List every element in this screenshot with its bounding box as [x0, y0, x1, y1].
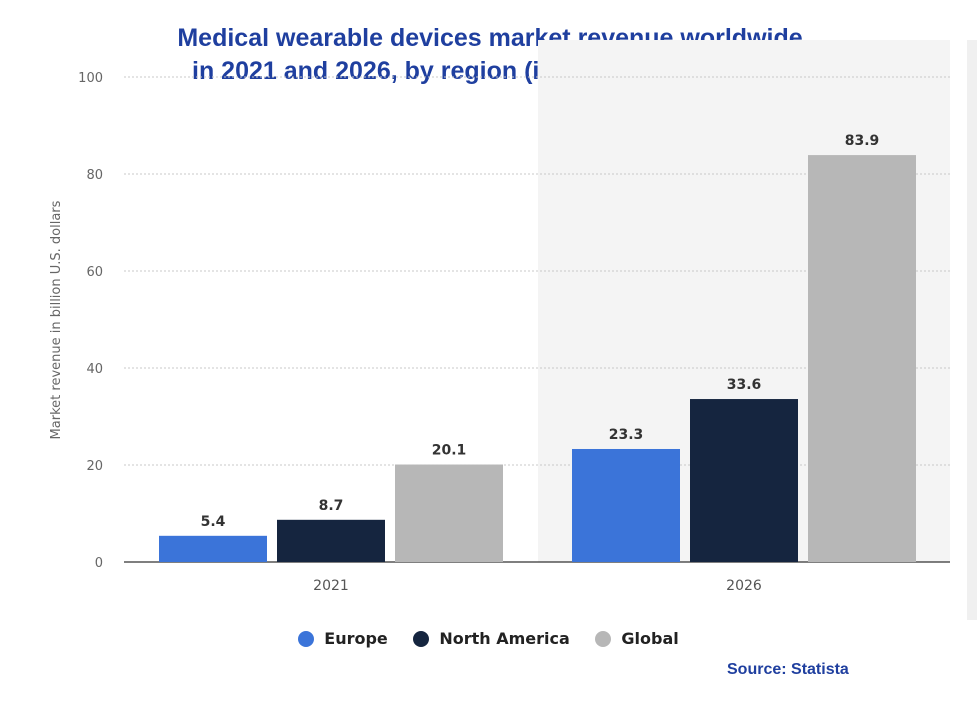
legend-item-europe[interactable]: Europe [298, 629, 388, 648]
bar [277, 519, 385, 562]
data-label: 20.1 [432, 443, 467, 459]
legend-item-global[interactable]: Global [595, 629, 679, 648]
y-tick-label: 20 [86, 459, 103, 474]
source-label[interactable]: Source: Statista [727, 661, 849, 678]
legend: Europe North America Global [0, 629, 977, 651]
x-tick-label: 2026 [726, 578, 762, 594]
data-label: 8.7 [319, 498, 344, 514]
legend-item-north-america[interactable]: North America [413, 629, 570, 648]
legend-swatch-global [595, 630, 612, 647]
data-label: 23.3 [609, 427, 644, 443]
bar [572, 448, 680, 562]
y-tick-label: 60 [86, 265, 103, 280]
bar [159, 535, 267, 562]
y-axis-label: Market revenue in billion U.S. dollars [49, 200, 64, 439]
legend-label-europe: Europe [324, 629, 388, 648]
data-label: 33.6 [727, 377, 762, 393]
x-tick-label: 2021 [313, 578, 349, 594]
y-tick-label: 100 [78, 71, 103, 86]
y-tick-label: 0 [95, 556, 103, 571]
bar [395, 464, 503, 562]
y-tick-label: 80 [86, 168, 103, 183]
bar [808, 155, 916, 562]
y-tick-label: 40 [86, 362, 103, 377]
right-edge-panel [967, 40, 977, 620]
data-label: 83.9 [845, 133, 880, 149]
bar [690, 399, 798, 562]
legend-swatch-north-america [413, 630, 430, 647]
legend-label-north-america: North America [439, 629, 570, 648]
data-label: 5.4 [201, 514, 226, 530]
legend-swatch-europe [298, 630, 315, 647]
legend-label-global: Global [621, 629, 679, 648]
